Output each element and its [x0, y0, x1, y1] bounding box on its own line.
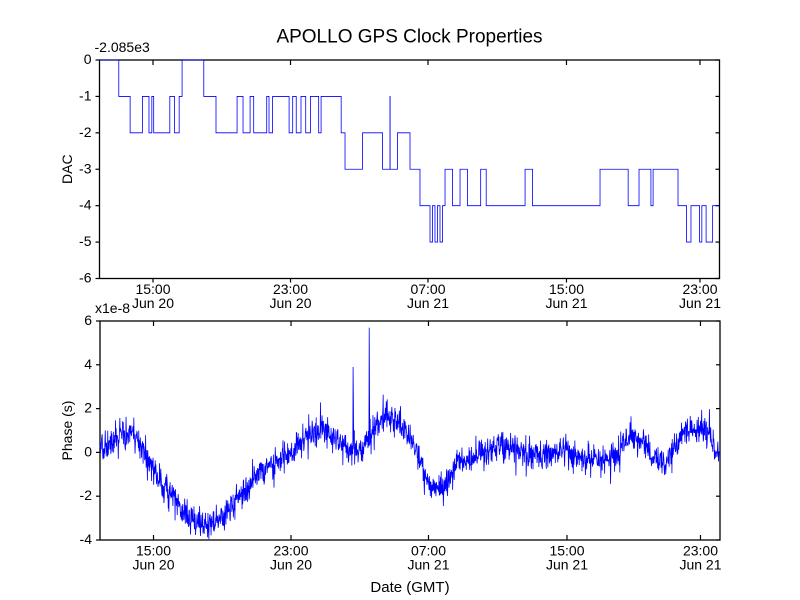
- svg-text:APOLLO GPS Clock Properties: APOLLO GPS Clock Properties: [276, 27, 542, 48]
- svg-text:-5: -5: [79, 233, 92, 249]
- svg-text:Phase (s): Phase (s): [59, 401, 75, 461]
- svg-text:Jun 21: Jun 21: [679, 295, 721, 311]
- svg-text:Date (GMT): Date (GMT): [370, 579, 449, 596]
- svg-text:Jun 21: Jun 21: [546, 557, 588, 573]
- svg-text:6: 6: [84, 312, 92, 328]
- svg-text:-6: -6: [79, 270, 92, 286]
- svg-text:Jun 21: Jun 21: [679, 557, 721, 573]
- svg-text:4: 4: [84, 356, 92, 372]
- svg-text:Jun 20: Jun 20: [270, 557, 312, 573]
- svg-text:-1: -1: [79, 87, 92, 103]
- svg-text:x1e-8: x1e-8: [95, 300, 130, 316]
- svg-text:0: 0: [84, 51, 92, 67]
- svg-text:-3: -3: [79, 160, 92, 176]
- svg-text:0: 0: [84, 443, 92, 459]
- svg-text:DAC: DAC: [59, 154, 75, 184]
- svg-text:-2.085e3: -2.085e3: [95, 39, 150, 55]
- svg-text:-2: -2: [79, 124, 92, 140]
- svg-text:Jun 20: Jun 20: [132, 295, 174, 311]
- svg-text:Jun 21: Jun 21: [545, 295, 587, 311]
- svg-text:Jun 20: Jun 20: [132, 557, 174, 573]
- svg-text:Jun 20: Jun 20: [269, 295, 311, 311]
- svg-text:Jun 21: Jun 21: [407, 557, 449, 573]
- svg-text:-4: -4: [80, 531, 93, 547]
- svg-text:Jun 21: Jun 21: [407, 295, 449, 311]
- svg-text:-4: -4: [79, 197, 92, 213]
- svg-text:2: 2: [84, 400, 92, 416]
- svg-text:-2: -2: [80, 487, 93, 503]
